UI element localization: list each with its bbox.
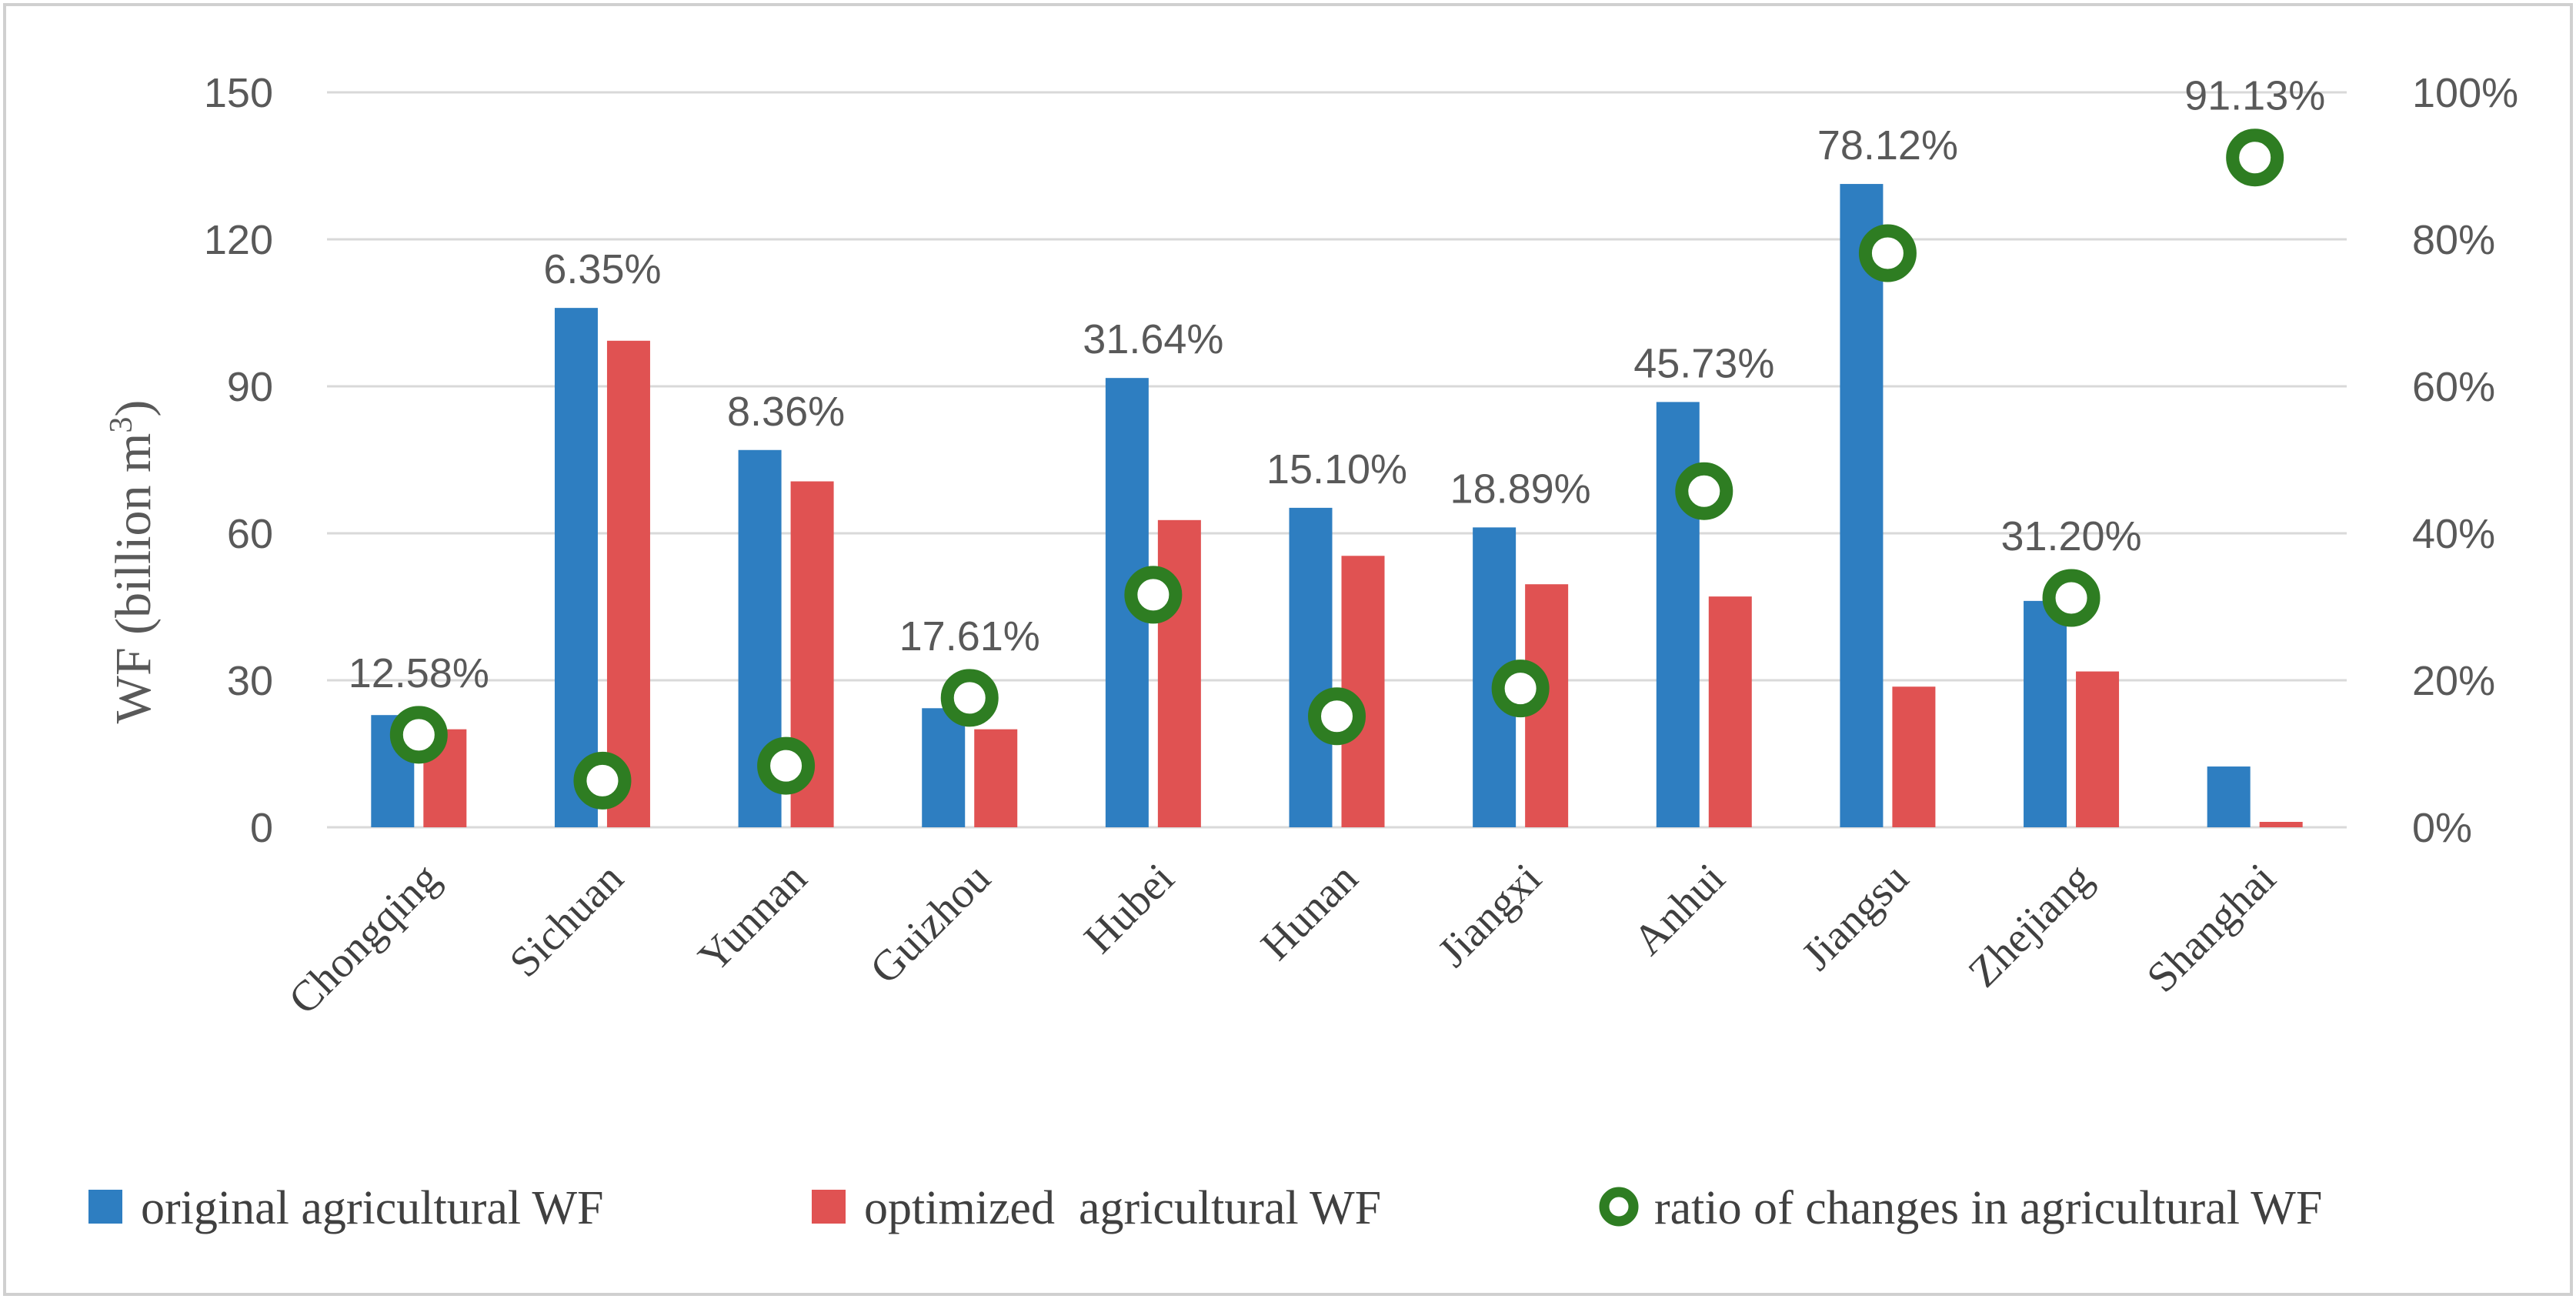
ratio-marker [940, 669, 999, 727]
legend-label: ratio of changes in agricultural WF [1654, 1182, 2322, 1234]
data-label: 45.73% [1633, 340, 1774, 386]
y2-tick-label: 80% [2412, 217, 2495, 263]
data-label: 91.13% [2184, 73, 2325, 119]
ratio-marker [389, 706, 448, 764]
y-tick-label: 30 [227, 658, 273, 704]
y-tick-label: 150 [204, 70, 273, 116]
data-label: 31.64% [1083, 316, 1223, 362]
y2-tick-label: 100% [2412, 70, 2518, 116]
data-label: 15.10% [1266, 446, 1407, 493]
data-label: 6.35% [543, 246, 661, 292]
data-label: 18.89% [1450, 466, 1591, 512]
bar-optimized [1157, 519, 1201, 827]
bar-original [2024, 600, 2067, 827]
ratio-marker [573, 751, 632, 810]
y2-tick-label: 40% [2412, 511, 2495, 557]
data-label: 17.61% [899, 613, 1040, 660]
legend-swatch [88, 1190, 122, 1224]
data-labels: 12.58% 6.35% 8.36% 17.61% 31.64% 15.10% 18.89%… [349, 73, 2326, 696]
legend-swatch [812, 1190, 846, 1224]
ratio-marker [2226, 129, 2284, 187]
data-label: 12.58% [349, 650, 489, 696]
data-label: 31.20% [2000, 513, 2141, 559]
y-tick-label: 0 [250, 805, 273, 851]
ratio-marker [757, 736, 816, 795]
bar-optimized [1892, 686, 1936, 827]
bar-optimized [606, 340, 650, 827]
ratio-markers [389, 129, 2284, 810]
gridlines [327, 91, 2347, 829]
legend-marker [1599, 1187, 1639, 1227]
ratio-marker [1858, 224, 1917, 282]
bar-original [922, 708, 966, 827]
y2-tick-label: 0% [2412, 805, 2472, 851]
data-label: 78.12% [1817, 122, 1958, 169]
bar-original [1289, 507, 1333, 827]
bar-original [1840, 184, 1884, 828]
y-tick-label: 120 [204, 217, 273, 263]
bar-optimized [974, 729, 1018, 827]
y2-tick-label: 20% [2412, 658, 2495, 704]
chart-frame [3, 3, 2573, 1296]
ratio-marker [1124, 566, 1183, 624]
data-label: 8.36% [727, 389, 845, 435]
bar-optimized [2259, 821, 2303, 827]
legend: original agricultural WF optimized agricu… [88, 1182, 2322, 1234]
legend-label: original agricultural WF [141, 1182, 603, 1234]
bar-original [2207, 766, 2251, 827]
y2-tick-label: 60% [2412, 364, 2495, 410]
ratio-marker [1491, 660, 1550, 718]
bar-optimized [1708, 596, 1752, 827]
bar-optimized [2076, 671, 2120, 827]
ratio-marker [2042, 569, 2101, 627]
bar-original [554, 308, 598, 828]
y-tick-label: 90 [227, 364, 273, 410]
y-tick-label: 60 [227, 511, 273, 557]
ratio-marker [1675, 462, 1733, 520]
ratio-marker [1308, 687, 1366, 746]
legend-label: optimized agricultural WF [864, 1182, 1381, 1234]
y-axis-title: WF (billion m3) [104, 400, 162, 724]
